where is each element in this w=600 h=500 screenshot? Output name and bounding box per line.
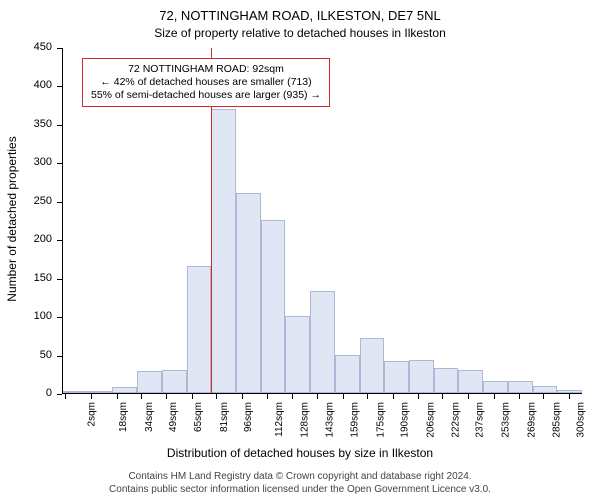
x-tick-mark [494,394,495,399]
x-tick-label: 143sqm [324,402,335,438]
histogram-bar [236,193,261,393]
x-tick-mark [166,394,167,399]
x-tick-label: 300sqm [576,402,587,438]
y-tick-label: 300 [0,156,52,168]
histogram-bar [261,220,286,393]
histogram-bar [483,381,508,393]
histogram-bar [88,391,113,393]
footer-line-2: Contains public sector information licen… [0,483,600,496]
x-tick-label: 2sqm [87,402,98,426]
histogram-bar [508,381,533,393]
x-tick-mark [141,394,142,399]
y-tick-mark [57,317,62,318]
chart-subtitle: Size of property relative to detached ho… [0,26,600,40]
x-tick-label: 269sqm [526,402,537,438]
histogram-bar [335,355,360,393]
histogram-bar [63,391,88,393]
histogram-bar [458,370,483,393]
y-tick-label: 150 [0,272,52,284]
x-axis-label: Distribution of detached houses by size … [0,446,600,460]
x-tick-mark [216,394,217,399]
x-tick-mark [65,394,66,399]
y-tick-label: 250 [0,195,52,207]
x-tick-label: 96sqm [243,402,254,432]
y-tick-label: 350 [0,118,52,130]
y-tick-mark [57,86,62,87]
x-tick-label: 190sqm [400,402,411,438]
x-tick-mark [91,394,92,399]
x-tick-label: 34sqm [144,402,155,432]
x-tick-mark [267,394,268,399]
y-tick-mark [57,202,62,203]
x-tick-mark [468,394,469,399]
y-tick-mark [57,240,62,241]
footer: Contains HM Land Registry data © Crown c… [0,470,600,496]
annotation-line-3: 55% of semi-detached houses are larger (… [91,89,321,102]
histogram-bar [112,387,137,393]
x-tick-label: 49sqm [168,402,179,432]
y-tick-label: 100 [0,310,52,322]
x-tick-label: 206sqm [425,402,436,438]
y-tick-label: 0 [0,387,52,399]
y-tick-mark [57,163,62,164]
histogram-bar [557,390,582,393]
histogram-bar [533,386,558,393]
x-tick-mark [418,394,419,399]
y-tick-label: 200 [0,233,52,245]
y-tick-mark [57,125,62,126]
x-tick-label: 175sqm [375,402,386,438]
histogram-bar [384,361,409,393]
x-tick-label: 112sqm [274,402,285,437]
x-tick-label: 18sqm [118,402,129,432]
histogram-bar [285,316,310,393]
y-tick-label: 50 [0,349,52,361]
x-tick-label: 159sqm [350,402,361,438]
x-tick-mark [442,394,443,399]
x-tick-label: 253sqm [501,402,512,438]
x-tick-label: 285sqm [552,402,563,438]
x-tick-mark [569,394,570,399]
footer-line-1: Contains HM Land Registry data © Crown c… [0,470,600,483]
annotation-line-1: 72 NOTTINGHAM ROAD: 92sqm [91,63,321,76]
x-tick-mark [192,394,193,399]
x-tick-mark [242,394,243,399]
histogram-bar [360,338,385,393]
x-tick-mark [117,394,118,399]
x-tick-mark [393,394,394,399]
y-tick-mark [57,394,62,395]
histogram-bar [409,360,434,393]
histogram-bar [187,266,212,393]
y-axis-label: Number of detached properties [5,119,19,319]
y-tick-mark [57,48,62,49]
x-tick-mark [367,394,368,399]
histogram-bar [310,291,335,393]
y-tick-mark [57,356,62,357]
x-tick-label: 222sqm [451,402,462,438]
x-tick-mark [292,394,293,399]
x-tick-mark [317,394,318,399]
annotation-box: 72 NOTTINGHAM ROAD: 92sqm ← 42% of detac… [82,58,330,107]
chart-title: 72, NOTTINGHAM ROAD, ILKESTON, DE7 5NL [0,8,600,23]
histogram-bar [162,370,187,393]
x-tick-mark [343,394,344,399]
figure: 72, NOTTINGHAM ROAD, ILKESTON, DE7 5NL S… [0,0,600,500]
histogram-bar [137,371,162,393]
y-tick-label: 400 [0,79,52,91]
x-tick-mark [519,394,520,399]
x-tick-label: 65sqm [193,402,204,432]
x-tick-label: 81sqm [219,402,230,432]
x-tick-label: 128sqm [300,402,311,438]
x-tick-mark [543,394,544,399]
y-tick-label: 450 [0,41,52,53]
histogram-bar [211,109,236,393]
histogram-bar [434,368,459,393]
x-tick-label: 237sqm [475,402,486,438]
y-tick-mark [57,279,62,280]
annotation-line-2: ← 42% of detached houses are smaller (71… [91,76,321,89]
